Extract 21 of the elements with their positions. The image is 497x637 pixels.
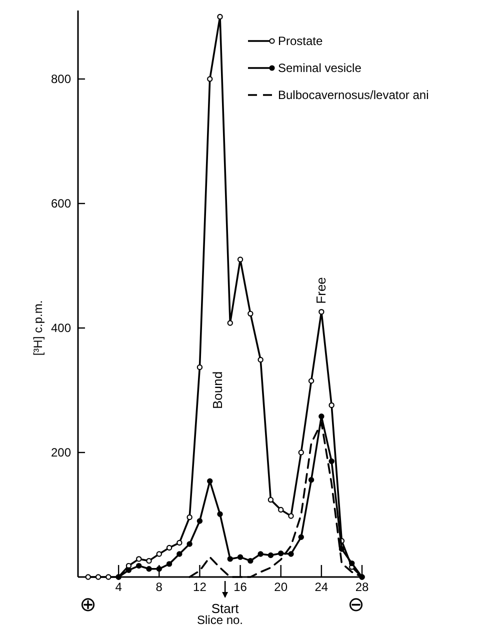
legend-label: Bulbocavernosus/levator ani [278,88,429,102]
legend-label: Prostate [278,34,324,48]
annotation: Bound [210,371,225,410]
text: ⊕ [80,594,96,616]
y-tick-label: 200 [50,446,72,460]
text: ⊖ [348,594,364,616]
x-tick-label: 28 [355,580,369,594]
legend-label: Seminal vesicle [278,61,362,75]
y-tick-label: 400 [50,321,72,335]
x-tick-label: 20 [274,580,288,594]
y-tick-label: 800 [50,72,72,86]
text: Start [211,601,240,616]
x-tick-label: 24 [314,580,328,594]
x-tick-label: 4 [115,580,122,594]
x-tick-label: 8 [156,580,163,594]
x-axis-title: Slice no. [196,613,244,627]
y-tick-label: 600 [50,196,72,210]
x-tick-label: 12 [193,580,207,594]
x-tick-label: 16 [234,580,248,594]
y-axis-title: [³H] c.p.m. [31,300,45,356]
annotation: Free [313,277,328,304]
